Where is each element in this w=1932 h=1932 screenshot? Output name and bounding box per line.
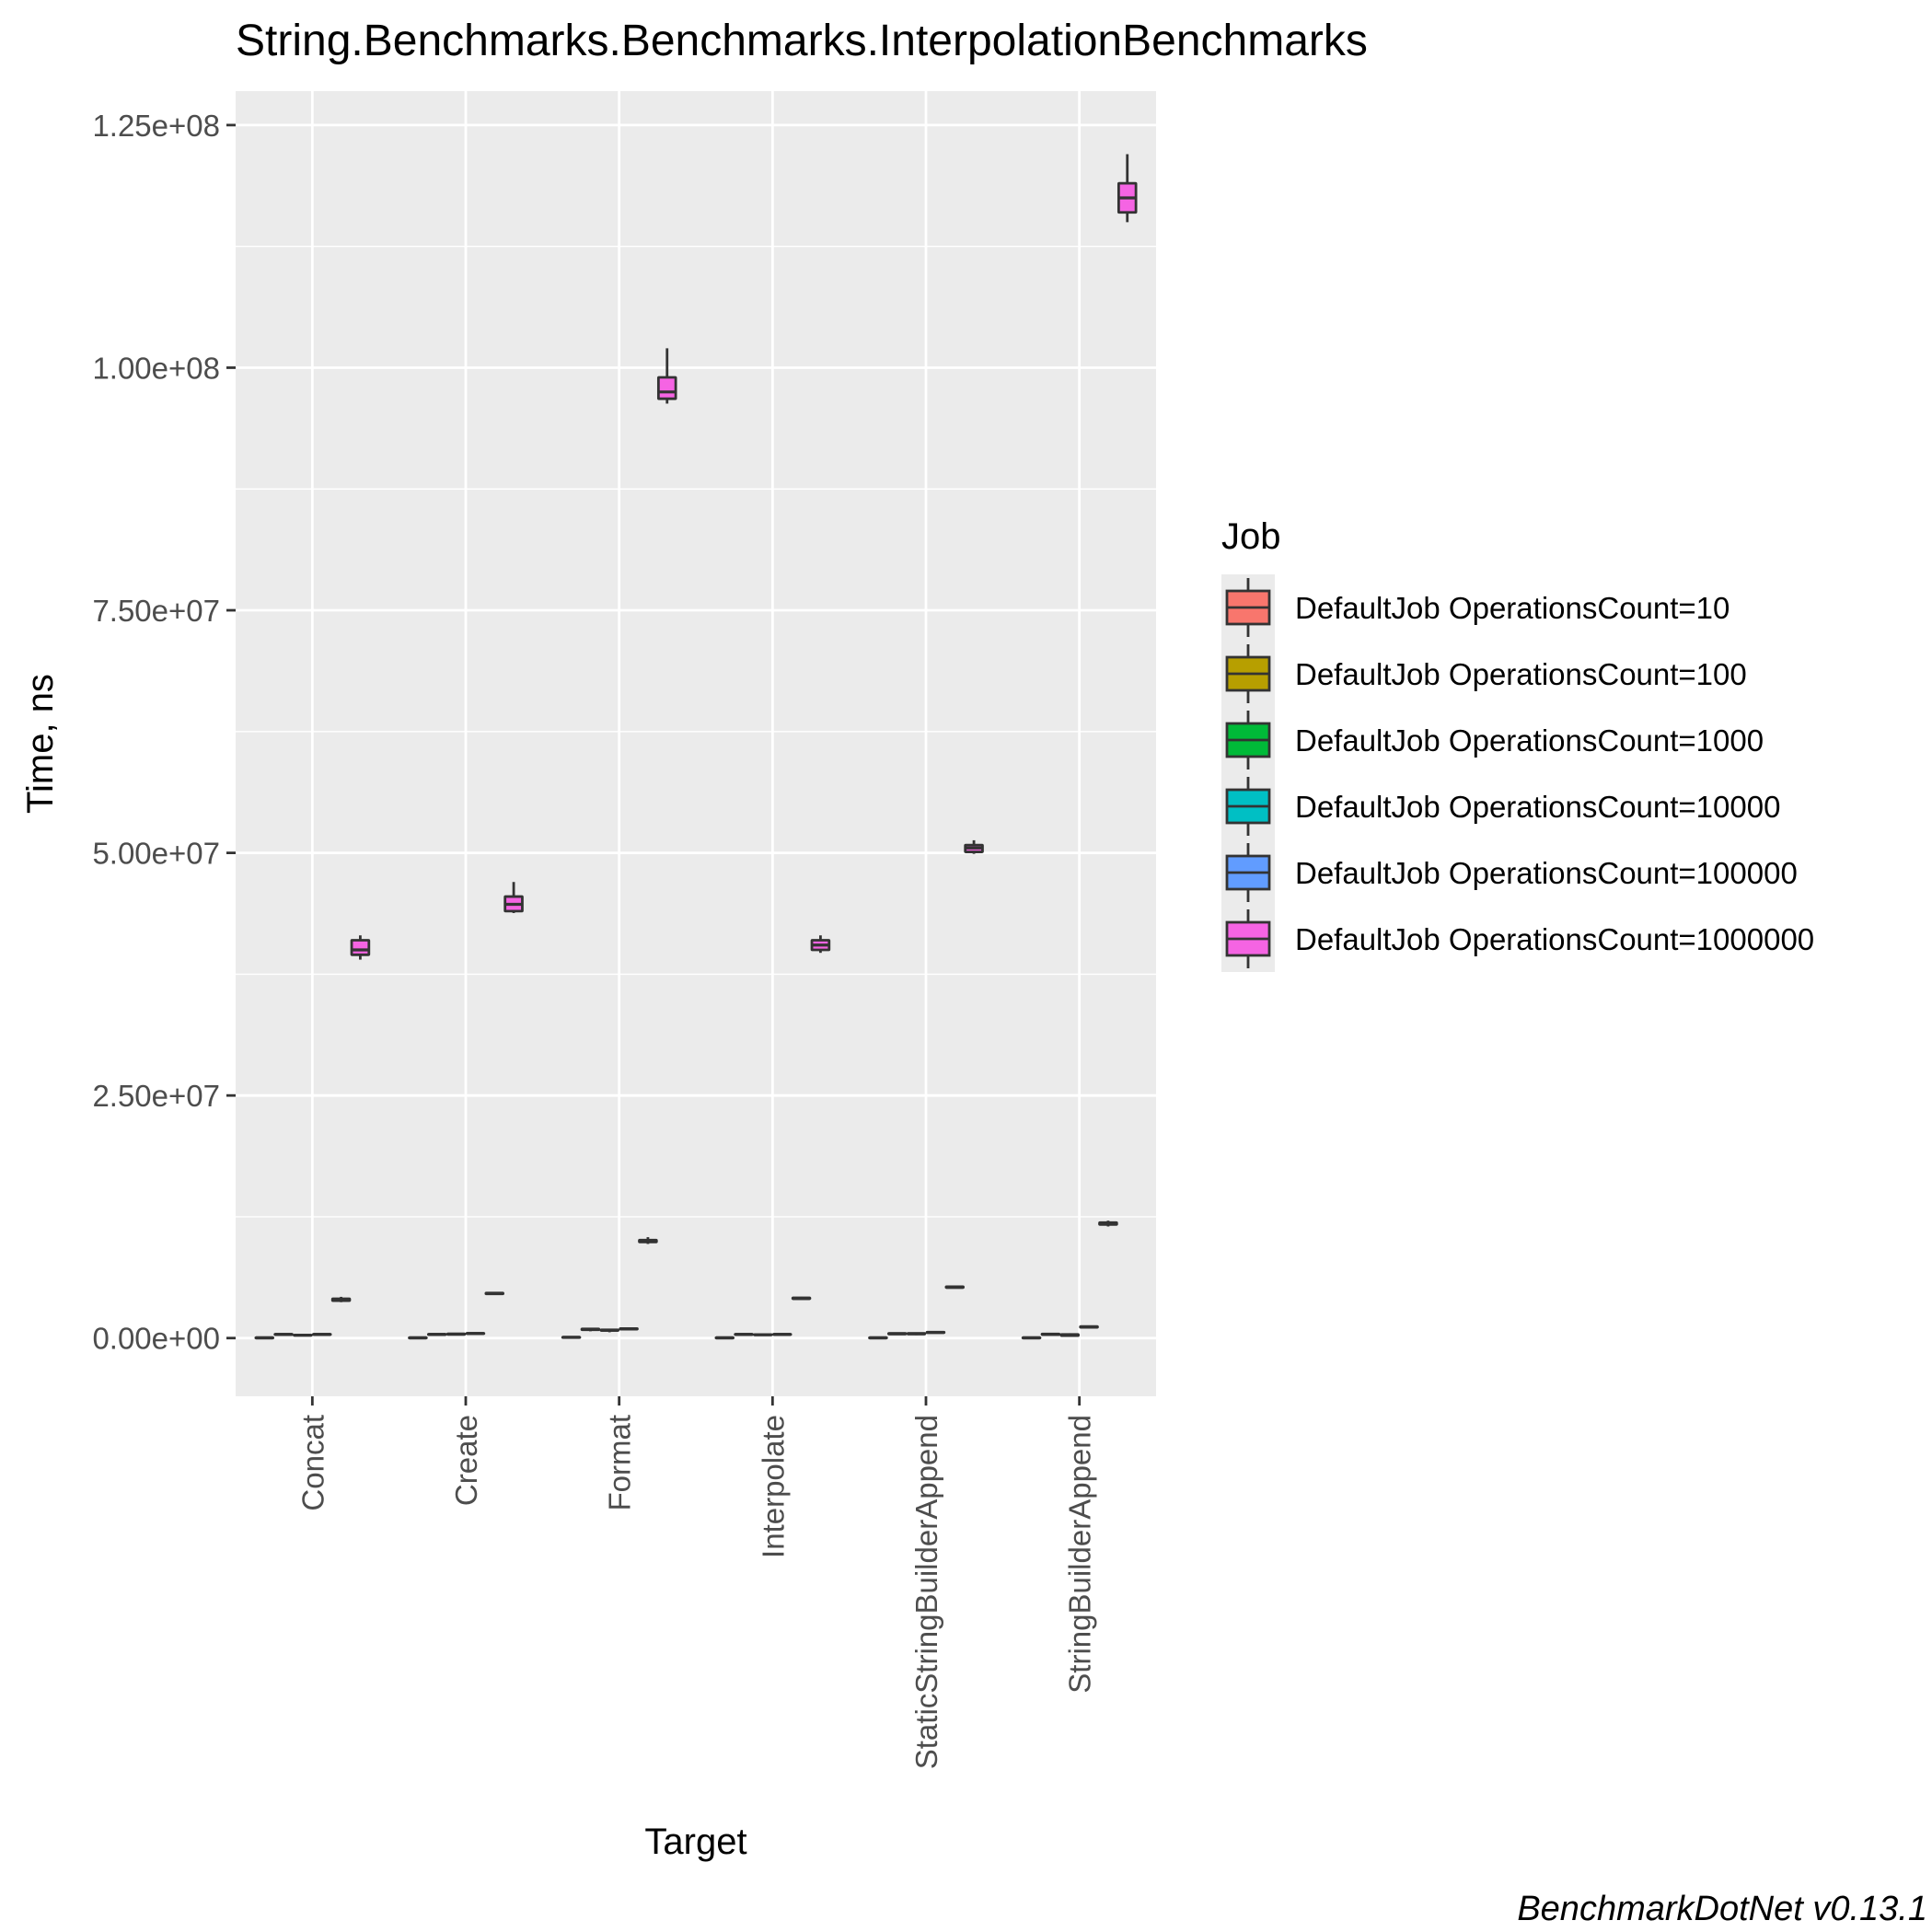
- chart-title: String.Benchmarks.Benchmarks.Interpolati…: [236, 17, 1368, 65]
- legend-entry: DefaultJob OperationsCount=1000000: [1221, 906, 1814, 972]
- box-4-3: [791, 1296, 812, 1301]
- box-1-0: [273, 1333, 294, 1336]
- box-body: [656, 376, 677, 400]
- box-3-2: [619, 1327, 639, 1331]
- x-tick-label: StaticStringBuilderAppend: [909, 1415, 943, 1769]
- y-tick-label: 2.50e+07: [92, 1079, 220, 1113]
- box-0-0: [254, 1336, 275, 1340]
- x-tick-label: StringBuilderAppend: [1063, 1415, 1097, 1694]
- chart-caption: BenchmarkDotNet v0.13.1: [1517, 1890, 1927, 1928]
- box-0-2: [561, 1336, 582, 1339]
- box-5-0: [350, 935, 371, 960]
- box-2-1: [445, 1332, 467, 1336]
- y-tick-label: 1.25e+08: [92, 109, 220, 143]
- legend-entry: DefaultJob OperationsCount=10: [1221, 574, 1730, 641]
- legend-label: DefaultJob OperationsCount=1000: [1295, 723, 1764, 758]
- legend-label: DefaultJob OperationsCount=100: [1295, 657, 1747, 691]
- box-1-3: [734, 1333, 754, 1336]
- x-tick-label: Create: [449, 1415, 483, 1506]
- box-4-2: [638, 1237, 658, 1244]
- box-5-2: [656, 348, 677, 404]
- legend-label: DefaultJob OperationsCount=10: [1295, 591, 1730, 625]
- y-tick-label: 7.50e+07: [92, 594, 220, 628]
- box-5-4: [964, 839, 984, 854]
- box-0-1: [408, 1336, 428, 1340]
- x-axis-label: Target: [644, 1822, 746, 1862]
- legend-entry: DefaultJob OperationsCount=1000: [1221, 707, 1764, 773]
- box-5-3: [810, 935, 831, 954]
- box-5-1: [503, 882, 524, 913]
- x-tick-label: Interpolate: [756, 1415, 790, 1558]
- x-tick-label: Concat: [295, 1415, 330, 1511]
- box-2-3: [753, 1333, 773, 1336]
- y-tick-label: 1.00e+08: [92, 351, 220, 385]
- box-2-0: [293, 1333, 313, 1337]
- legend-entry: DefaultJob OperationsCount=100: [1221, 641, 1747, 707]
- box-3-3: [771, 1333, 792, 1336]
- box-1-4: [886, 1332, 908, 1336]
- plot-panel: [236, 91, 1156, 1396]
- box-0-5: [1021, 1336, 1042, 1340]
- box-4-1: [484, 1291, 505, 1296]
- box-4-0: [330, 1296, 352, 1302]
- box-4-5: [1098, 1221, 1118, 1227]
- grid-layer: [236, 91, 1156, 1396]
- box-0-3: [714, 1336, 735, 1340]
- legend: Job DefaultJob OperationsCount=10 Default…: [1221, 516, 1814, 972]
- box-1-2: [580, 1327, 601, 1332]
- box-0-4: [868, 1336, 888, 1340]
- y-tick-label: 0.00e+00: [92, 1322, 220, 1356]
- y-tick-label: 5.00e+07: [92, 837, 220, 871]
- legend-label: DefaultJob OperationsCount=1000000: [1295, 922, 1814, 956]
- axes-layer: 0.00e+00 2.50e+07 5.00e+07 7.50e+07 1.00e+08…: [92, 109, 1096, 1769]
- box-3-5: [1079, 1325, 1099, 1329]
- legend-entry: DefaultJob OperationsCount=100000: [1221, 839, 1798, 906]
- legend-label: DefaultJob OperationsCount=100000: [1295, 856, 1798, 890]
- box-1-1: [426, 1333, 447, 1336]
- box-body: [350, 939, 371, 956]
- box-2-2: [599, 1328, 620, 1333]
- box-2-5: [1059, 1333, 1081, 1337]
- box-5-5: [1116, 154, 1138, 223]
- box-2-4: [906, 1332, 927, 1336]
- y-axis-label: Time, ns: [20, 674, 61, 814]
- marks-layer: [254, 154, 1138, 1340]
- legend-title: Job: [1221, 516, 1281, 557]
- box-4-4: [944, 1285, 966, 1290]
- legend-label: DefaultJob OperationsCount=10000: [1295, 790, 1780, 824]
- box-1-5: [1040, 1332, 1061, 1336]
- legend-entry: DefaultJob OperationsCount=10000: [1221, 773, 1780, 839]
- box-3-1: [465, 1332, 486, 1336]
- x-tick-label: Format: [603, 1415, 637, 1511]
- box-3-4: [925, 1330, 946, 1335]
- box-3-0: [311, 1333, 332, 1336]
